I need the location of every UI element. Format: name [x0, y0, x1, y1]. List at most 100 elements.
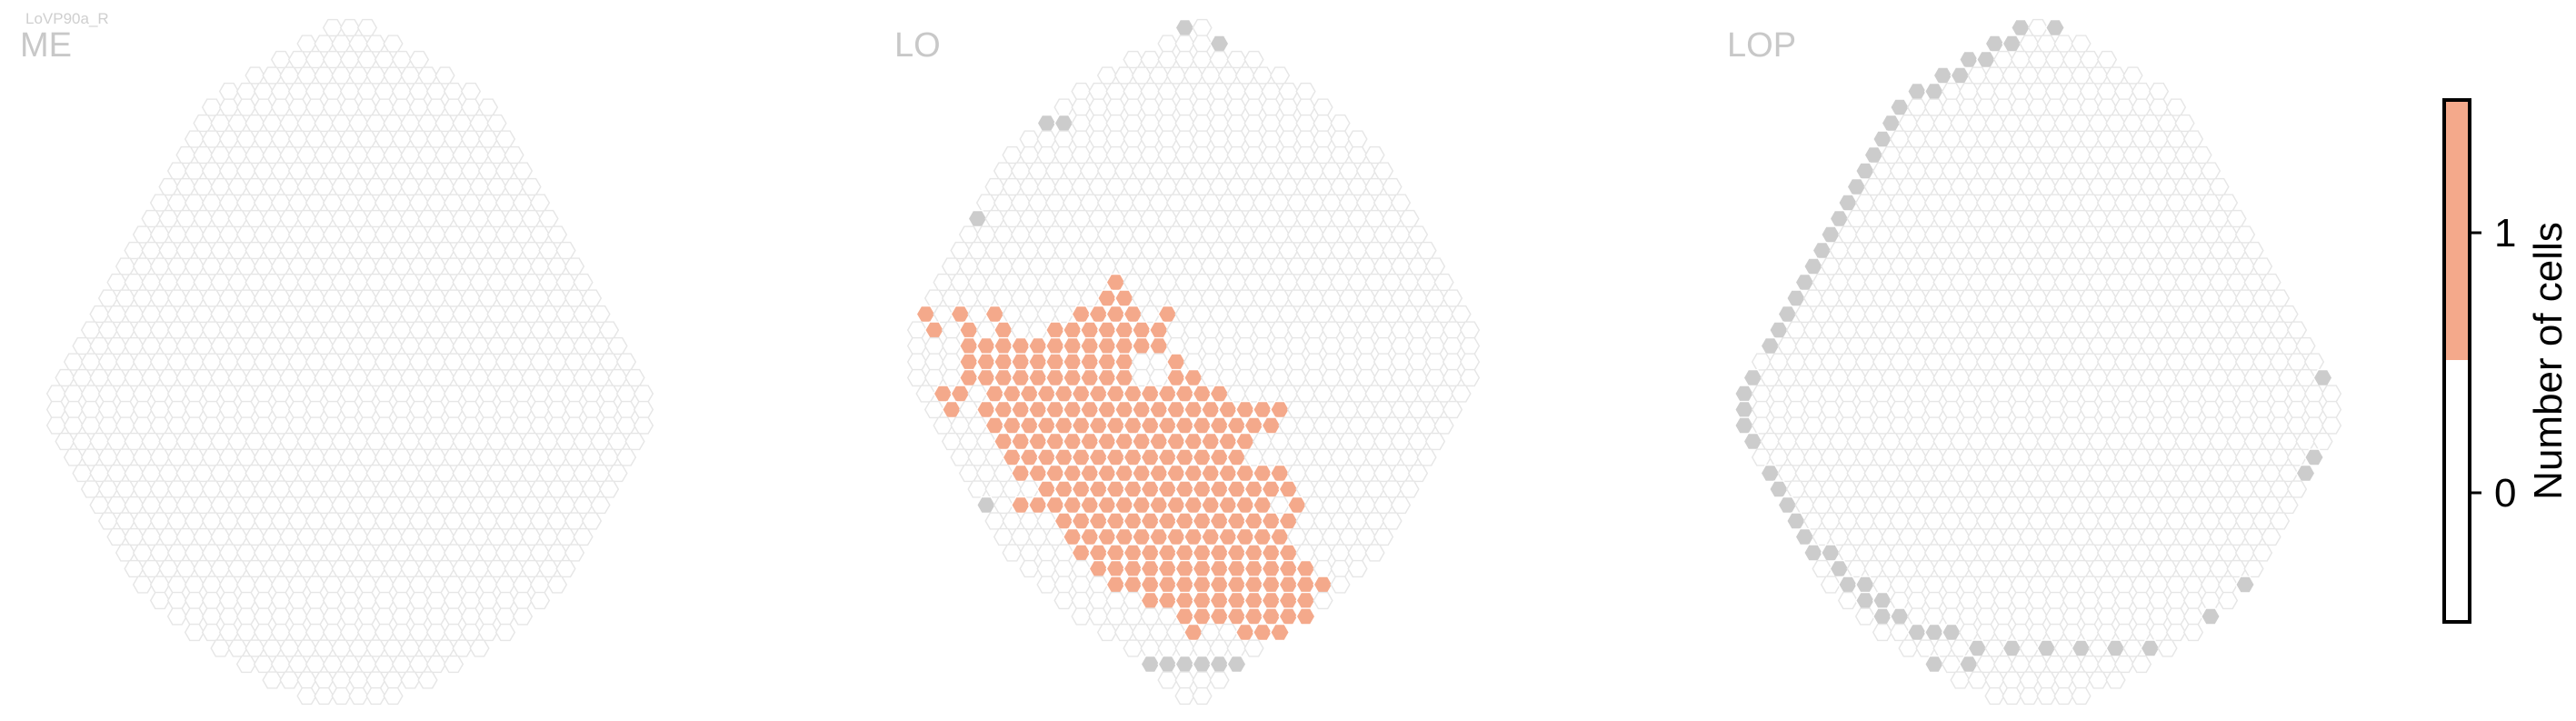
hex-cell-empty: [1915, 305, 1936, 324]
hex-cell-empty: [607, 432, 628, 451]
hex-cell-empty: [2148, 194, 2170, 212]
hex-cell-count-1: [958, 368, 980, 387]
hex-cell-empty: [1192, 209, 1213, 228]
hex-cell-empty: [141, 336, 162, 355]
hex-cell-empty: [296, 464, 317, 483]
hex-cell-empty: [2019, 432, 2040, 451]
hex-cell-empty: [1303, 432, 1325, 451]
hex-cell-empty: [339, 655, 361, 674]
hex-cell-edge: [1906, 82, 1928, 101]
hex-cell-empty: [383, 432, 404, 451]
hex-cell-empty: [1768, 400, 1790, 419]
hex-cell-empty: [1373, 400, 1394, 419]
hex-cell-count-1: [1044, 400, 1066, 419]
hex-cell-edge: [2044, 18, 2066, 37]
hex-cell-empty: [2321, 400, 2342, 419]
hex-cell-empty: [193, 177, 214, 196]
hex-cell-empty: [2088, 527, 2109, 546]
hex-cell-empty: [2044, 321, 2066, 339]
hex-cell-empty: [1209, 177, 1230, 196]
hex-cell-empty: [1829, 305, 1850, 324]
hex-cell-empty: [1113, 162, 1135, 180]
hex-cell-count-1: [1165, 464, 1187, 483]
hex-cell-empty: [235, 162, 257, 180]
hex-cell-empty: [2131, 544, 2152, 562]
hex-cell-count-1: [1295, 559, 1316, 578]
hex-cell-empty: [1019, 480, 1040, 498]
hex-cell-empty: [1802, 480, 1824, 498]
hex-cell-empty: [322, 321, 344, 339]
hex-cell-empty: [1148, 623, 1170, 642]
hex-cell-empty: [2278, 305, 2299, 324]
hex-cell-empty: [1243, 50, 1264, 69]
hex-cell-empty: [1992, 655, 2014, 674]
hex-cell-empty: [2209, 209, 2230, 228]
hex-cell-empty: [296, 114, 317, 133]
hex-cell-empty: [2105, 66, 2126, 85]
hex-cell-empty: [1881, 559, 1902, 578]
hex-cell-empty: [1932, 496, 1953, 515]
hex-cell-empty: [158, 177, 179, 196]
hex-cell-empty: [1854, 257, 1876, 275]
hex-cell-empty: [1872, 576, 1893, 594]
hex-cell-empty: [279, 209, 300, 228]
hex-cell-empty: [1829, 241, 1850, 260]
hex-cell-empty: [287, 607, 309, 626]
hex-cell-empty: [425, 385, 447, 403]
hex-cell-empty: [1820, 385, 1842, 403]
hex-cell-empty: [141, 241, 162, 260]
hex-cell-empty: [287, 448, 309, 466]
hex-cell-empty: [2131, 623, 2152, 642]
hex-cell-empty: [1846, 496, 1867, 515]
hex-cell-empty: [400, 464, 421, 483]
hex-cell-empty: [958, 225, 980, 244]
hex-cell-empty: [253, 130, 275, 148]
hex-cell-empty: [1036, 241, 1057, 260]
hex-cell-empty: [97, 480, 119, 498]
hex-cell-empty: [1424, 321, 1446, 339]
hex-cell-empty: [2053, 432, 2074, 451]
hex-cell-empty: [2019, 496, 2040, 515]
hex-cell-empty: [975, 225, 997, 244]
hex-cell-count-1: [1062, 432, 1083, 451]
hex-cell-empty: [296, 639, 317, 657]
hex-cell-empty: [1036, 559, 1057, 578]
hex-cell-empty: [941, 353, 963, 371]
hex-cell-count-1: [1123, 305, 1143, 324]
hex-cell-empty: [1984, 305, 2005, 324]
hex-cell-empty: [2010, 194, 2032, 212]
hex-cell-empty: [322, 400, 344, 419]
hex-cell-empty: [383, 559, 404, 578]
hex-cell-empty: [305, 98, 326, 116]
hex-cell-edge: [1209, 35, 1230, 53]
hex-cell-empty: [1872, 321, 1893, 339]
hex-cell-empty: [356, 289, 378, 307]
hex-cell-empty: [193, 305, 214, 324]
hex-cell-empty: [408, 194, 430, 212]
hex-cell-empty: [339, 98, 361, 116]
hex-cell-empty: [1252, 353, 1273, 371]
hex-cell-count-1: [1096, 527, 1118, 546]
hex-cell-empty: [2165, 576, 2187, 594]
hex-cell-count-1: [1062, 336, 1083, 355]
hex-cell-empty: [1802, 385, 1824, 403]
hex-cell-empty: [339, 353, 361, 371]
hex-cell-count-1: [1096, 400, 1118, 419]
hex-cell-empty: [1036, 544, 1057, 562]
hex-cell-empty: [383, 639, 404, 657]
hex-cell-empty: [1923, 225, 1945, 244]
hex-cell-count-1: [1002, 416, 1023, 435]
hex-cell-count-1: [1261, 576, 1282, 594]
hex-cell-empty: [279, 559, 300, 578]
hex-cell-empty: [89, 464, 110, 483]
hex-cell-empty: [2036, 35, 2057, 53]
hex-cell-empty: [633, 416, 654, 435]
hex-cell-empty: [512, 544, 534, 562]
hex-cell-empty: [1217, 368, 1239, 387]
hex-cell-count-1: [1200, 432, 1222, 451]
hex-cell-empty: [339, 400, 361, 419]
hex-cell-empty: [270, 385, 292, 403]
hex-cell-empty: [1338, 353, 1360, 371]
hex-cell-empty: [615, 353, 637, 371]
hex-cell-empty: [1157, 35, 1178, 53]
